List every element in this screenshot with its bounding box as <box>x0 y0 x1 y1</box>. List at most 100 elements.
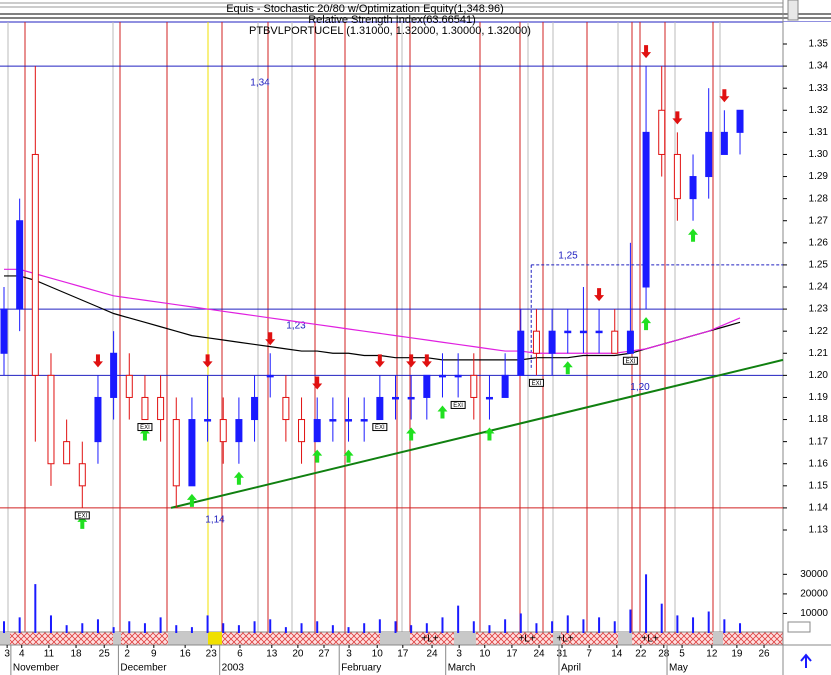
candle-body <box>110 352 118 398</box>
candle-body <box>0 308 8 354</box>
buy-arrow <box>688 228 699 242</box>
candle-body <box>63 441 71 465</box>
y-tick-label: 1.28 <box>809 193 829 204</box>
x-tick-label: 16 <box>180 649 192 660</box>
volume-tick-label: 30000 <box>800 569 828 580</box>
x-tick-label: 14 <box>611 649 623 660</box>
candle-body <box>282 396 290 421</box>
candle-body <box>251 396 259 421</box>
chart-subtitle: Relative Strength Index(63.66541) <box>308 14 476 26</box>
candle-body <box>313 419 321 443</box>
y-tick-label: 1.35 <box>809 39 829 50</box>
candle-body <box>720 131 728 155</box>
x-tick-label: 3 <box>456 649 462 660</box>
month-label: December <box>120 663 167 674</box>
exit-label: EXI <box>626 359 636 365</box>
candle-body <box>705 131 713 178</box>
candle-body <box>235 419 243 443</box>
y-tick-label: 1.20 <box>809 370 829 381</box>
month-label: April <box>561 663 581 674</box>
x-tick-label: 10 <box>372 649 384 660</box>
strip-cells <box>0 632 723 645</box>
exit-marker <box>74 511 90 520</box>
candle-body <box>611 330 619 354</box>
sell-arrow <box>374 354 385 368</box>
candle-body <box>298 419 306 443</box>
x-tick-label: 26 <box>758 649 770 660</box>
candle-body <box>501 374 509 398</box>
trendline <box>170 358 784 509</box>
candle-body <box>579 330 587 334</box>
exit-label: EXI <box>77 513 87 519</box>
candle-body <box>172 419 180 487</box>
x-tick-label: 7 <box>586 649 592 660</box>
strip-label: +L+ <box>641 634 658 645</box>
zoom-box[interactable] <box>787 621 811 633</box>
y-tick-label: 1.15 <box>809 480 829 491</box>
month-label: May <box>669 663 688 674</box>
sell-arrow <box>312 376 323 390</box>
candle-body <box>454 374 462 378</box>
candle-body <box>517 330 525 376</box>
candle-body <box>329 419 337 422</box>
y-tick-label: 1.27 <box>809 215 829 226</box>
candle-body <box>157 396 165 421</box>
candle-body <box>125 374 133 398</box>
x-tick-label: 28 <box>658 649 670 660</box>
y-tick-label: 1.32 <box>809 105 829 116</box>
candle-body <box>658 109 666 155</box>
candle-body <box>689 176 697 200</box>
candle-body <box>47 374 55 465</box>
x-tick-label: 22 <box>635 649 647 660</box>
x-tick-label: 19 <box>731 649 743 660</box>
x-tick-label: 18 <box>70 649 82 660</box>
x-tick-label: 23 <box>206 649 218 660</box>
x-tick-label: 5 <box>679 649 685 660</box>
x-tick-label: 27 <box>318 649 330 660</box>
candle-body <box>470 374 478 398</box>
y-tick-label: 1.13 <box>809 525 829 536</box>
y-tick-label: 1.21 <box>809 348 829 359</box>
volume-tick-label: 10000 <box>800 608 828 619</box>
x-tick-label: 17 <box>506 649 518 660</box>
x-tick-label: 3 <box>346 649 352 660</box>
header-lines <box>0 2 831 23</box>
sell-arrow <box>265 332 276 346</box>
y-tick-label: 1.16 <box>809 458 829 469</box>
x-tick-label: 12 <box>706 649 718 660</box>
x-tick-label: 17 <box>397 649 409 660</box>
y-tick-label: 1.17 <box>809 436 829 447</box>
level-label: 1,14 <box>205 515 225 526</box>
x-tick-label: 24 <box>426 649 438 660</box>
strip-label: +L+ <box>556 634 573 645</box>
sell-arrow <box>406 354 417 368</box>
candle-body <box>31 153 39 376</box>
month-label: November <box>13 663 60 674</box>
candle-body <box>642 131 650 288</box>
y-tick-label: 1.24 <box>809 282 829 293</box>
candle-body <box>438 374 446 378</box>
strip-label: +L+ <box>421 634 438 645</box>
x-tick-label: 9 <box>151 649 157 660</box>
vertical-markers <box>7 22 721 632</box>
chart-title: Equis - Stochastic 20/80 w/Optimization … <box>226 3 504 15</box>
sell-arrow <box>672 111 683 125</box>
x-tick-label: 13 <box>266 649 278 660</box>
candle-body <box>548 330 556 354</box>
scroll-button[interactable] <box>787 0 799 21</box>
scroll-up-arrow[interactable] <box>800 653 812 668</box>
exit-marker <box>372 423 388 432</box>
level-label: 1,23 <box>286 321 306 332</box>
sell-arrow <box>719 89 730 103</box>
month-label: 2003 <box>222 663 245 674</box>
sell-arrow <box>92 354 103 368</box>
buy-arrow <box>641 317 652 331</box>
volume-tick-label: 20000 <box>800 589 828 600</box>
candle-body <box>532 330 540 354</box>
y-tick-label: 1.34 <box>809 61 829 72</box>
exit-marker <box>528 378 544 387</box>
buy-arrow <box>406 427 417 441</box>
exit-label: EXI <box>375 425 385 431</box>
exit-marker <box>622 356 638 365</box>
x-tick-label: 2 <box>124 649 130 660</box>
